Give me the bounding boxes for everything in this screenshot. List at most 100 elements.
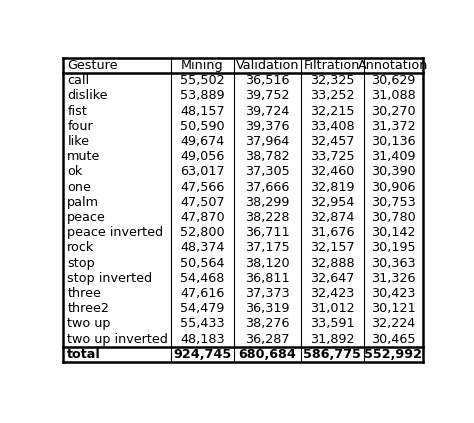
Text: 38,782: 38,782	[245, 150, 290, 163]
Text: 32,423: 32,423	[310, 287, 354, 300]
Text: 31,012: 31,012	[310, 302, 355, 315]
Text: 30,142: 30,142	[371, 226, 416, 239]
Text: 39,752: 39,752	[245, 89, 290, 102]
Text: three2: three2	[67, 302, 109, 315]
Text: 55,502: 55,502	[180, 74, 225, 87]
Text: palm: palm	[67, 196, 100, 209]
Text: 30,753: 30,753	[371, 196, 416, 209]
Text: 30,195: 30,195	[371, 242, 416, 254]
Text: like: like	[67, 135, 89, 148]
Text: 586,775: 586,775	[303, 348, 361, 361]
Text: 33,725: 33,725	[310, 150, 355, 163]
Text: 36,811: 36,811	[245, 272, 290, 285]
Text: 32,157: 32,157	[310, 242, 355, 254]
Text: 552,992: 552,992	[364, 348, 422, 361]
Text: 36,516: 36,516	[245, 74, 290, 87]
Text: 924,745: 924,745	[173, 348, 232, 361]
Text: mute: mute	[67, 150, 100, 163]
Text: 47,507: 47,507	[180, 196, 225, 209]
Text: 37,666: 37,666	[245, 181, 290, 194]
Text: 37,373: 37,373	[245, 287, 290, 300]
Text: 33,408: 33,408	[310, 120, 355, 133]
Text: two up inverted: two up inverted	[67, 332, 168, 346]
Text: 32,647: 32,647	[310, 272, 354, 285]
Text: 32,460: 32,460	[310, 165, 354, 179]
Text: 32,325: 32,325	[310, 74, 354, 87]
Text: stop: stop	[67, 257, 95, 269]
Text: 32,215: 32,215	[310, 104, 354, 118]
Text: Filtration: Filtration	[304, 59, 360, 72]
Text: stop inverted: stop inverted	[67, 272, 153, 285]
Text: 31,326: 31,326	[371, 272, 416, 285]
Text: 52,800: 52,800	[180, 226, 225, 239]
Text: 36,287: 36,287	[245, 332, 290, 346]
Text: three: three	[67, 287, 101, 300]
Text: 54,468: 54,468	[180, 272, 225, 285]
Text: 31,676: 31,676	[310, 226, 354, 239]
Text: peace inverted: peace inverted	[67, 226, 164, 239]
Text: 33,252: 33,252	[310, 89, 354, 102]
Text: two up: two up	[67, 317, 111, 330]
Text: 47,616: 47,616	[180, 287, 225, 300]
Text: 37,964: 37,964	[245, 135, 290, 148]
Text: 50,590: 50,590	[180, 120, 225, 133]
Text: 30,270: 30,270	[371, 104, 416, 118]
Text: 39,376: 39,376	[245, 120, 290, 133]
Text: total: total	[67, 348, 101, 361]
Text: 30,423: 30,423	[371, 287, 416, 300]
Text: 48,374: 48,374	[180, 242, 225, 254]
Text: 30,629: 30,629	[371, 74, 415, 87]
Text: 30,136: 30,136	[371, 135, 416, 148]
Text: 32,819: 32,819	[310, 181, 354, 194]
Text: one: one	[67, 181, 91, 194]
Text: peace: peace	[67, 211, 106, 224]
Text: 47,870: 47,870	[180, 211, 225, 224]
Text: 31,892: 31,892	[310, 332, 354, 346]
Text: 53,889: 53,889	[180, 89, 225, 102]
Text: 32,888: 32,888	[310, 257, 355, 269]
Text: 30,906: 30,906	[371, 181, 416, 194]
Text: Mining: Mining	[181, 59, 224, 72]
Text: call: call	[67, 74, 90, 87]
Text: 37,305: 37,305	[245, 165, 290, 179]
Text: 30,780: 30,780	[371, 211, 416, 224]
Text: Gesture: Gesture	[67, 59, 118, 72]
Text: 30,390: 30,390	[371, 165, 416, 179]
Text: 55,433: 55,433	[180, 317, 225, 330]
Text: 54,479: 54,479	[180, 302, 225, 315]
Text: 47,566: 47,566	[180, 181, 225, 194]
Text: 32,224: 32,224	[371, 317, 415, 330]
Text: 38,276: 38,276	[245, 317, 290, 330]
Text: 36,711: 36,711	[245, 226, 290, 239]
Text: 36,319: 36,319	[245, 302, 290, 315]
Text: 63,017: 63,017	[180, 165, 225, 179]
Text: 49,674: 49,674	[180, 135, 225, 148]
Text: 31,372: 31,372	[371, 120, 416, 133]
Text: 50,564: 50,564	[180, 257, 225, 269]
Text: dislike: dislike	[67, 89, 108, 102]
Text: Annotation: Annotation	[358, 59, 428, 72]
Text: 38,299: 38,299	[245, 196, 290, 209]
Text: Validation: Validation	[236, 59, 299, 72]
Text: 48,183: 48,183	[180, 332, 225, 346]
Text: 30,121: 30,121	[371, 302, 416, 315]
Text: 680,684: 680,684	[238, 348, 296, 361]
Text: 38,228: 38,228	[245, 211, 290, 224]
Text: ok: ok	[67, 165, 82, 179]
Text: 32,954: 32,954	[310, 196, 354, 209]
Text: 37,175: 37,175	[245, 242, 290, 254]
Text: 38,120: 38,120	[245, 257, 290, 269]
Text: 31,409: 31,409	[371, 150, 416, 163]
Text: 32,457: 32,457	[310, 135, 354, 148]
Text: 30,363: 30,363	[371, 257, 416, 269]
Text: 32,874: 32,874	[310, 211, 354, 224]
Text: 48,157: 48,157	[180, 104, 225, 118]
Text: fist: fist	[67, 104, 87, 118]
Text: 30,465: 30,465	[371, 332, 416, 346]
Text: four: four	[67, 120, 93, 133]
Text: rock: rock	[67, 242, 95, 254]
Text: 39,724: 39,724	[245, 104, 290, 118]
Text: 31,088: 31,088	[371, 89, 416, 102]
Text: 49,056: 49,056	[180, 150, 225, 163]
Text: 33,591: 33,591	[310, 317, 355, 330]
